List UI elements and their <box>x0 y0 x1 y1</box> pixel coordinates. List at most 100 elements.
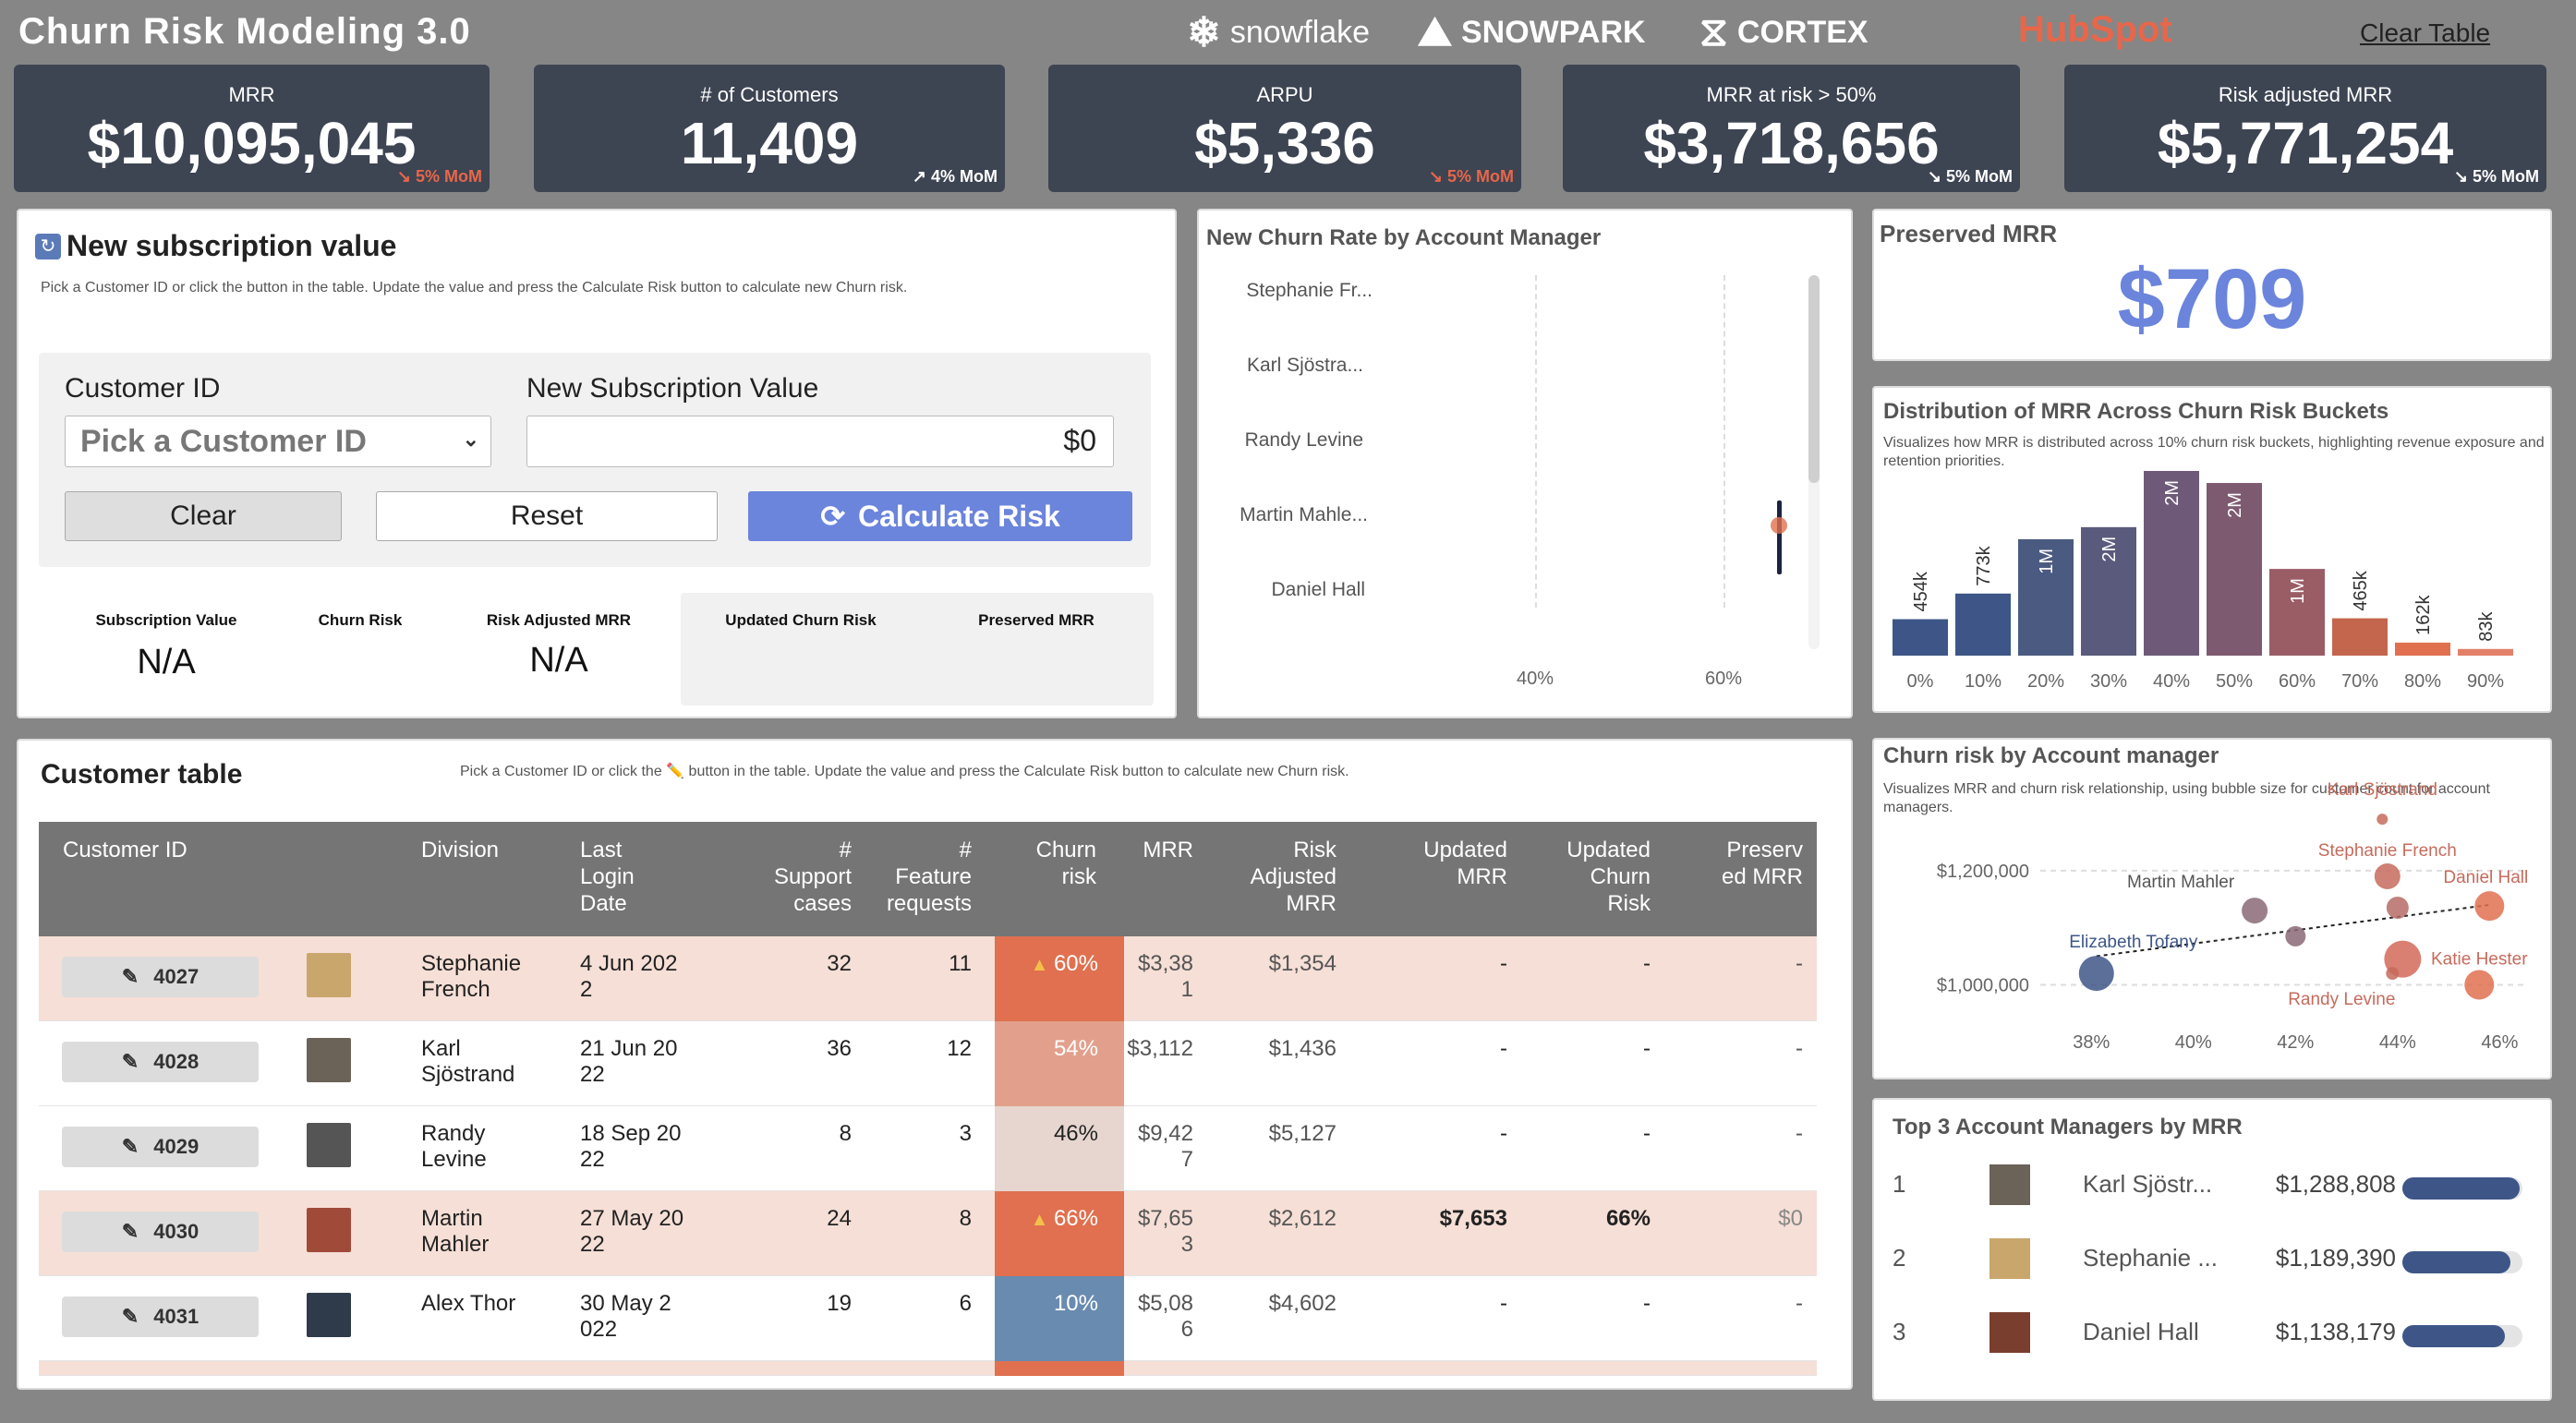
kpi-card-risk-adjusted-mrr: Risk adjusted MRR $5,771,254 ↘ 5% MoM <box>2064 65 2546 192</box>
kpi-delta: ↘ 5% MoM <box>2453 167 2539 186</box>
edit-customer-button[interactable]: ✎ 4028 <box>62 1042 259 1082</box>
new-subscription-panel: ↻ New subscription value Pick a Customer… <box>17 209 1177 718</box>
table-row[interactable]: ✎ 4028 Karl Sjöstrand 21 Jun 20 22 36 12 54% $3… <box>39 1021 1817 1106</box>
division: Stephanie French <box>421 951 522 1002</box>
col-header-mrr[interactable]: MRR <box>1143 838 1193 862</box>
risk-adjusted-mrr: $2,612 <box>1268 1206 1336 1231</box>
table-row[interactable]: ✎ 4031 Alex Thor 30 May 2 022 19 6 10% $5,08 6 $… <box>39 1276 1817 1361</box>
avatar <box>1989 1164 2030 1205</box>
new-churn-rate-title: New Churn Rate by Account Manager <box>1206 225 1602 250</box>
col-header-feature-requests[interactable]: # Feature requests <box>886 838 972 916</box>
last-login-date: 27 May 20 22 <box>580 1206 684 1257</box>
bar <box>1955 593 2011 656</box>
avatar <box>307 1038 351 1082</box>
updated-mrr: - <box>1500 951 1507 976</box>
customer-id-select-value: Pick a Customer ID <box>80 424 367 459</box>
col-header-risk-adjusted-mrr[interactable]: Risk Adjusted MRR <box>1250 838 1336 916</box>
churn-risk-cell: ▲ 60% <box>995 936 1124 1021</box>
division: Martin Mahler <box>421 1206 490 1257</box>
kpi-card-customers: # of Customers 11,409 ↗ 4% MoM <box>534 65 1005 192</box>
kpi-delta: ↗ 4% MoM <box>912 167 998 186</box>
pencil-icon: ✎ <box>121 1220 139 1243</box>
customer-id-select[interactable]: Pick a Customer ID ⌄ <box>65 416 491 467</box>
updated-results-box: Updated Churn Risk Preserved MRR <box>681 593 1154 705</box>
bar-value-label: 465k <box>2351 570 2371 610</box>
new-subscription-value-input[interactable]: $0 <box>526 416 1114 467</box>
bar-value-label: 83k <box>2476 611 2497 642</box>
gridline <box>1723 275 1725 608</box>
col-header-updated-churn[interactable]: Updated Churn Risk <box>1566 838 1651 916</box>
top3-row: 3 Daniel Hall $1,138,179 <box>1893 1305 2530 1360</box>
table-row[interactable] <box>39 1361 1817 1376</box>
table-row[interactable]: ✎ 4027 Stephanie French 4 Jun 202 2 32 11 ▲ 60… <box>39 936 1817 1021</box>
updated-churn-risk-label: Updated Churn Risk <box>725 611 877 629</box>
preserved-mrr: - <box>1796 951 1803 976</box>
risk-adjusted-mrr: $1,354 <box>1268 951 1336 976</box>
kpi-card-mrr: MRR $10,095,045 ↘ 5% MoM <box>14 65 490 192</box>
preserved-mrr: - <box>1796 1036 1803 1061</box>
bar <box>2332 618 2388 656</box>
bar <box>2018 538 2074 656</box>
subscription-value-label: Subscription Value <box>95 611 237 629</box>
last-login-date: 21 Jun 20 22 <box>580 1036 678 1087</box>
updated-churn-risk: - <box>1643 1291 1651 1316</box>
x-tick-label: 30% <box>2090 671 2127 692</box>
manager-label: Martin Mahle... <box>1240 504 1368 525</box>
edit-customer-button[interactable]: ✎ 4030 <box>62 1212 259 1252</box>
edit-customer-button[interactable]: ✎ 4029 <box>62 1127 259 1167</box>
customer-id-label: Customer ID <box>65 373 221 404</box>
new-value-label: New Subscription Value <box>526 373 819 404</box>
table-row[interactable]: ✎ 4030 Martin Mahler 27 May 20 22 24 8 ▲ 66% $7… <box>39 1191 1817 1276</box>
kpi-card-arpu: ARPU $5,336 ↘ 5% MoM <box>1048 65 1521 192</box>
x-tick-label: 60% <box>2279 671 2316 692</box>
churn-risk-cell: 46% <box>995 1106 1124 1191</box>
range-line <box>1777 500 1782 574</box>
subscription-form: Customer ID Pick a Customer ID ⌄ New Sub… <box>39 353 1151 567</box>
table-body: ✎ 4027 Stephanie French 4 Jun 202 2 32 11 ▲ 60… <box>39 936 1817 1376</box>
top3-title: Top 3 Account Managers by MRR <box>1893 1115 2243 1140</box>
calculate-risk-button[interactable]: ⟳ Calculate Risk <box>748 491 1132 541</box>
updated-mrr: - <box>1500 1291 1507 1316</box>
col-header-preserved-mrr[interactable]: Preserv ed MRR <box>1721 838 1803 889</box>
preserved-mrr-panel: Preserved MRR $709 <box>1872 209 2552 361</box>
kpi-delta: ↘ 5% MoM <box>396 167 482 186</box>
edit-customer-button[interactable]: ✎ 4031 <box>62 1296 259 1337</box>
col-header-last-login[interactable]: Last Login Date <box>580 838 635 916</box>
scatter-point <box>2464 970 2495 1000</box>
pencil-icon: ✎ <box>121 1050 139 1073</box>
clear-button[interactable]: Clear <box>65 491 342 541</box>
top3-row: 2 Stephanie ... $1,189,390 <box>1893 1231 2530 1286</box>
churn-risk-cell: 10% <box>995 1276 1124 1361</box>
scatter-point <box>2386 967 2400 981</box>
bar <box>1893 619 1948 656</box>
mrr-bar-track <box>2402 1325 2522 1347</box>
manager-mrr: $1,138,179 <box>2275 1318 2396 1345</box>
snowflake-icon: ❄ <box>1187 10 1221 55</box>
kpi-label: # of Customers <box>700 83 839 106</box>
scrollbar-track[interactable] <box>1808 275 1820 649</box>
kpi-label: ARPU <box>1256 83 1313 106</box>
clear-table-link[interactable]: Clear Table <box>2360 18 2491 47</box>
edit-customer-button[interactable]: ✎ 4027 <box>62 957 259 997</box>
bar-value-label: 1M <box>2037 549 2057 574</box>
col-header-support-cases[interactable]: # Support cases <box>773 838 852 916</box>
col-header-churn-risk[interactable]: Churn risk <box>1035 838 1096 889</box>
reset-button[interactable]: Reset <box>376 491 718 541</box>
table-row[interactable]: ✎ 4029 Randy Levine 18 Sep 20 22 8 3 46% $9,42 … <box>39 1106 1817 1191</box>
churn-risk-by-manager-subtitle: Visualizes MRR and churn risk relationsh… <box>1883 781 2490 815</box>
manager-label: Karl Sjöstra... <box>1246 355 1363 376</box>
division: Alex Thor <box>421 1291 516 1316</box>
mrr: $7,65 3 <box>1137 1206 1193 1257</box>
division: Randy Levine <box>421 1121 487 1172</box>
col-header-updated-mrr[interactable]: Updated MRR <box>1423 838 1507 889</box>
churn-risk-cell <box>995 1361 1124 1376</box>
col-header-division[interactable]: Division <box>421 838 500 862</box>
manager-name: Daniel Hall <box>2083 1318 2199 1345</box>
mrr-bar-fill <box>2402 1325 2505 1347</box>
y-tick-label: $1,000,000 <box>1937 975 2029 995</box>
scrollbar-thumb[interactable] <box>1808 275 1820 483</box>
col-header-customer-id[interactable]: Customer ID <box>63 838 187 862</box>
feature-requests: 6 <box>959 1291 972 1316</box>
bar-value-label: 454k <box>1911 571 1931 611</box>
scatter-point <box>2242 898 2268 924</box>
